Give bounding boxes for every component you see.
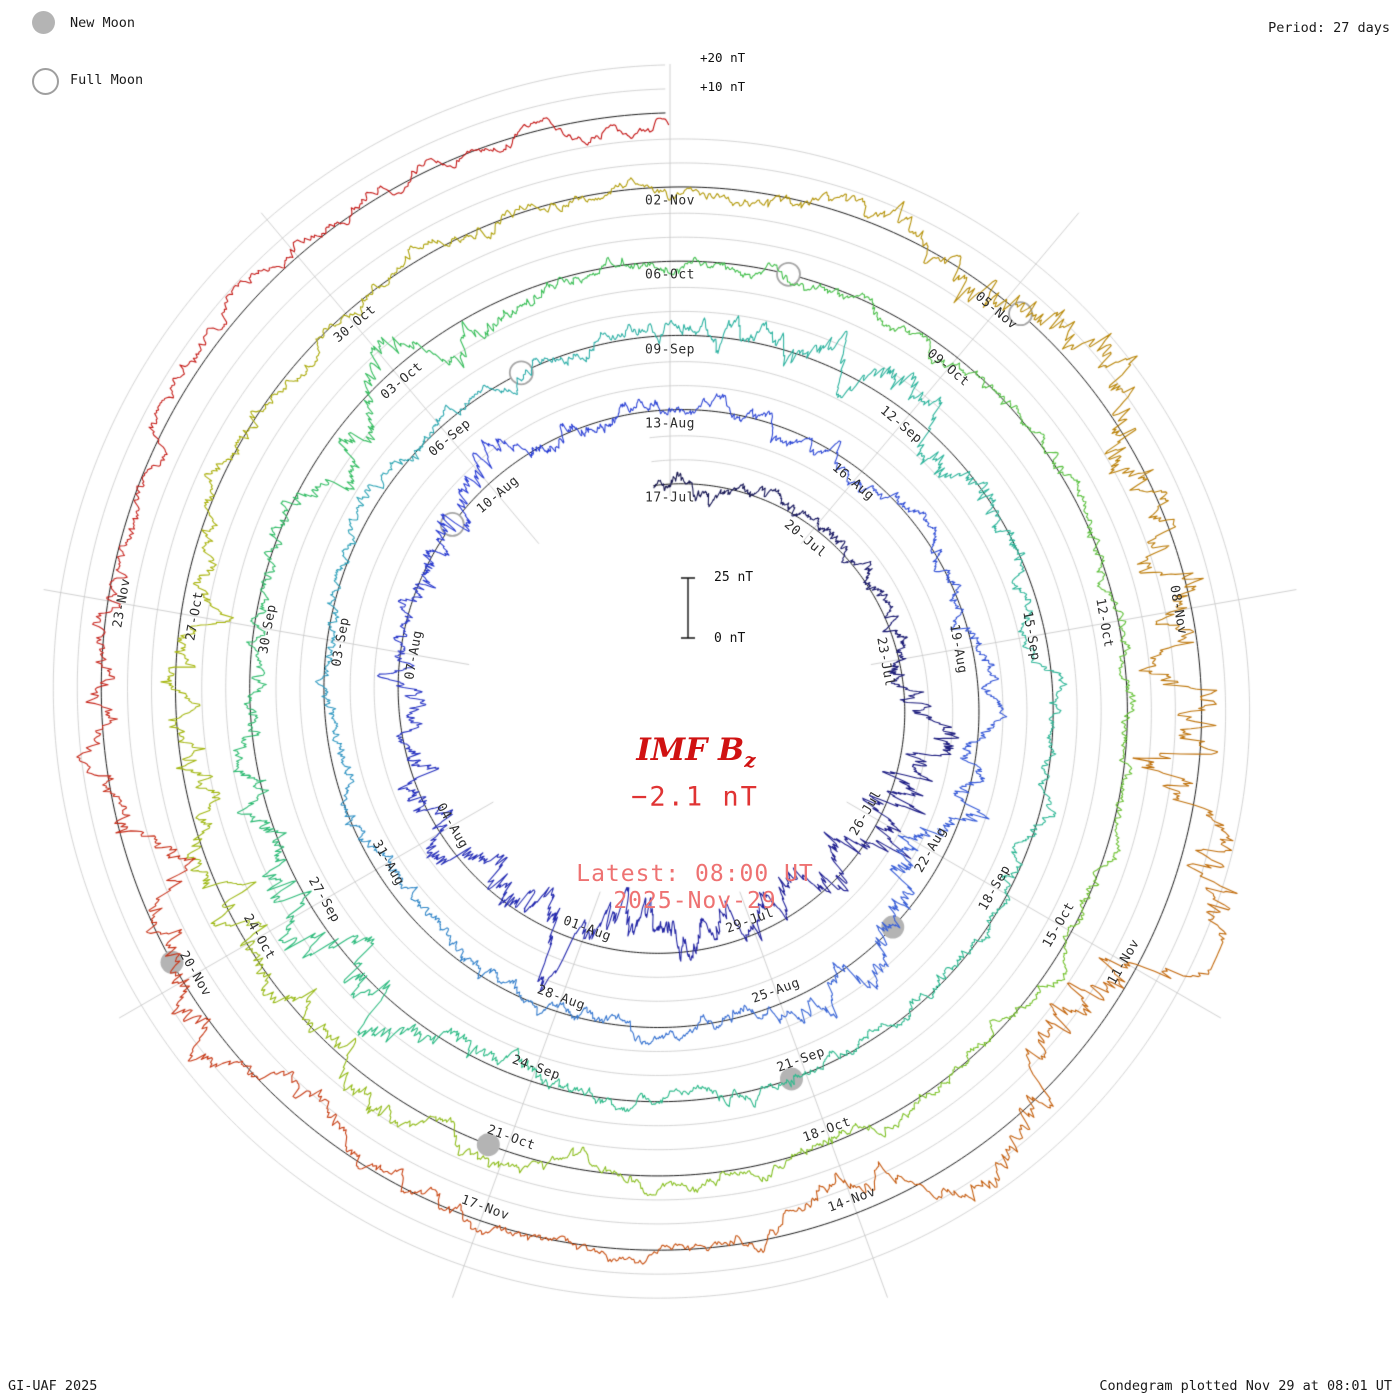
spiral-date-label: 17-Jul	[645, 490, 695, 506]
full-moon-label: Full Moon	[70, 72, 144, 88]
latest-date-line: 2025-Nov-29	[613, 888, 777, 914]
center-title-subscript: z	[744, 748, 756, 773]
scalebar-top-label: 25 nT	[714, 570, 754, 585]
period-label: Period: 27 days	[1268, 20, 1390, 36]
full-moon-icon	[32, 68, 59, 95]
spiral-date-label: 02-Nov	[645, 193, 695, 209]
center-title: IMF Bz	[636, 732, 755, 772]
spiral-date-label: 06-Oct	[645, 267, 695, 283]
spiral-date-label: 09-Sep	[645, 342, 695, 358]
new-moon-label: New Moon	[70, 15, 136, 31]
ring-scale-plus10: +10 nT	[700, 79, 746, 94]
plotted-timestamp: Condegram plotted Nov 29 at 08:01 UT	[1099, 1378, 1392, 1394]
new-moon-icon	[32, 11, 55, 34]
center-latest-value: −2.1 nT	[631, 781, 759, 813]
center-title-text: IMF B	[636, 731, 745, 768]
spiral-date-label: 13-Aug	[645, 416, 695, 432]
credit-label: GI-UAF 2025	[8, 1378, 98, 1394]
scalebar-bottom-label: 0 nT	[714, 631, 746, 646]
center-latest-time: Latest: 08:00 UT 2025-Nov-29	[576, 861, 814, 915]
latest-time-line: Latest: 08:00 UT	[576, 861, 814, 887]
ring-scale-plus20: +20 nT	[700, 50, 746, 65]
